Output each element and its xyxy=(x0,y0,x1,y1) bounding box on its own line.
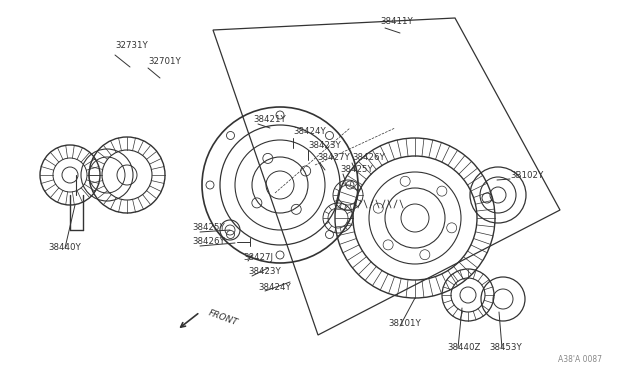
Text: 38424Y: 38424Y xyxy=(258,283,291,292)
Text: 38425Y: 38425Y xyxy=(192,224,225,232)
Text: 38440Z: 38440Z xyxy=(447,343,481,353)
Text: 38423Y: 38423Y xyxy=(308,141,340,150)
Text: 38423Y: 38423Y xyxy=(248,267,281,276)
Text: 38421Y: 38421Y xyxy=(253,115,285,125)
Text: 3B102Y: 3B102Y xyxy=(510,170,543,180)
Text: 38424Y: 38424Y xyxy=(293,128,326,137)
Text: A38'A 0087: A38'A 0087 xyxy=(558,356,602,365)
Text: 38453Y: 38453Y xyxy=(489,343,522,353)
Text: 38426Y: 38426Y xyxy=(352,154,385,163)
Text: FRONT: FRONT xyxy=(207,308,239,327)
Text: 38101Y: 38101Y xyxy=(388,318,420,327)
Text: 38411Y: 38411Y xyxy=(380,17,413,26)
Text: 32731Y: 32731Y xyxy=(115,41,148,49)
Text: 38427J: 38427J xyxy=(243,253,273,262)
Text: 38425Y: 38425Y xyxy=(340,166,372,174)
Text: 32701Y: 32701Y xyxy=(148,58,180,67)
Text: 38440Y: 38440Y xyxy=(48,244,81,253)
Text: 38427Y: 38427Y xyxy=(317,154,349,163)
Text: 38426Y: 38426Y xyxy=(192,237,225,247)
